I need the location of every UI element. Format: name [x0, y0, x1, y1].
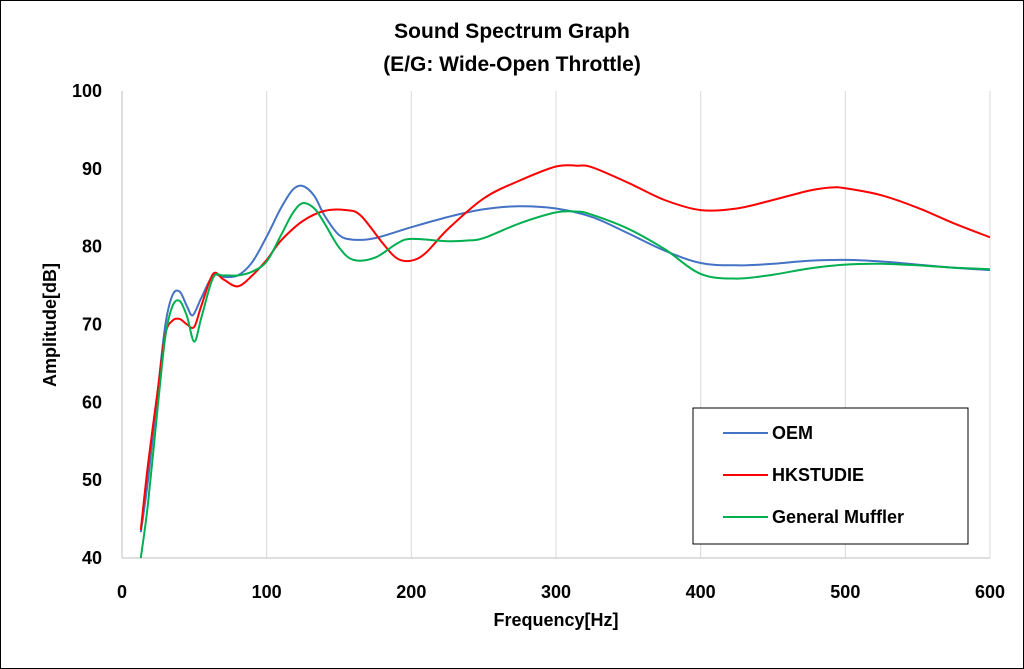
- legend-label-general-muffler: General Muffler: [772, 507, 904, 527]
- x-tick-label: 100: [252, 582, 282, 602]
- tick-labels: 40 50 60 70 80 90 100 0 100 200 300 400 500 600: [72, 81, 1005, 602]
- legend-label-hkstudie: HKSTUDIE: [772, 465, 864, 485]
- y-tick-label: 70: [82, 315, 102, 335]
- y-axis-label: Amplitude[dB]: [40, 263, 60, 387]
- legend-label-oem: OEM: [772, 423, 813, 443]
- y-tick-label: 60: [82, 392, 102, 412]
- x-tick-label: 600: [975, 582, 1005, 602]
- x-tick-label: 500: [830, 582, 860, 602]
- x-tick-label: 0: [117, 582, 127, 602]
- y-tick-label: 50: [82, 470, 102, 490]
- chart-title: Sound Spectrum Graph: [394, 20, 630, 43]
- x-tick-label: 400: [686, 582, 716, 602]
- series-lines: [139, 164, 991, 559]
- series-line-general-muffler: [139, 201, 991, 559]
- y-tick-label: 100: [72, 81, 102, 101]
- chart-subtitle: (E/G: Wide-Open Throttle): [383, 53, 641, 76]
- x-tick-label: 300: [541, 582, 571, 602]
- y-tick-label: 40: [82, 548, 102, 568]
- x-axis-label: Frequency[Hz]: [493, 610, 618, 630]
- series-line-oem: [139, 184, 991, 533]
- grid-lines: [266, 91, 991, 558]
- legend-items: OEM HKSTUDIE General Muffler: [723, 423, 904, 527]
- axes: [121, 91, 990, 559]
- x-tick-label: 200: [396, 582, 426, 602]
- y-tick-label: 90: [82, 159, 102, 179]
- legend: OEM HKSTUDIE General Muffler: [692, 407, 969, 545]
- y-tick-label: 80: [82, 237, 102, 257]
